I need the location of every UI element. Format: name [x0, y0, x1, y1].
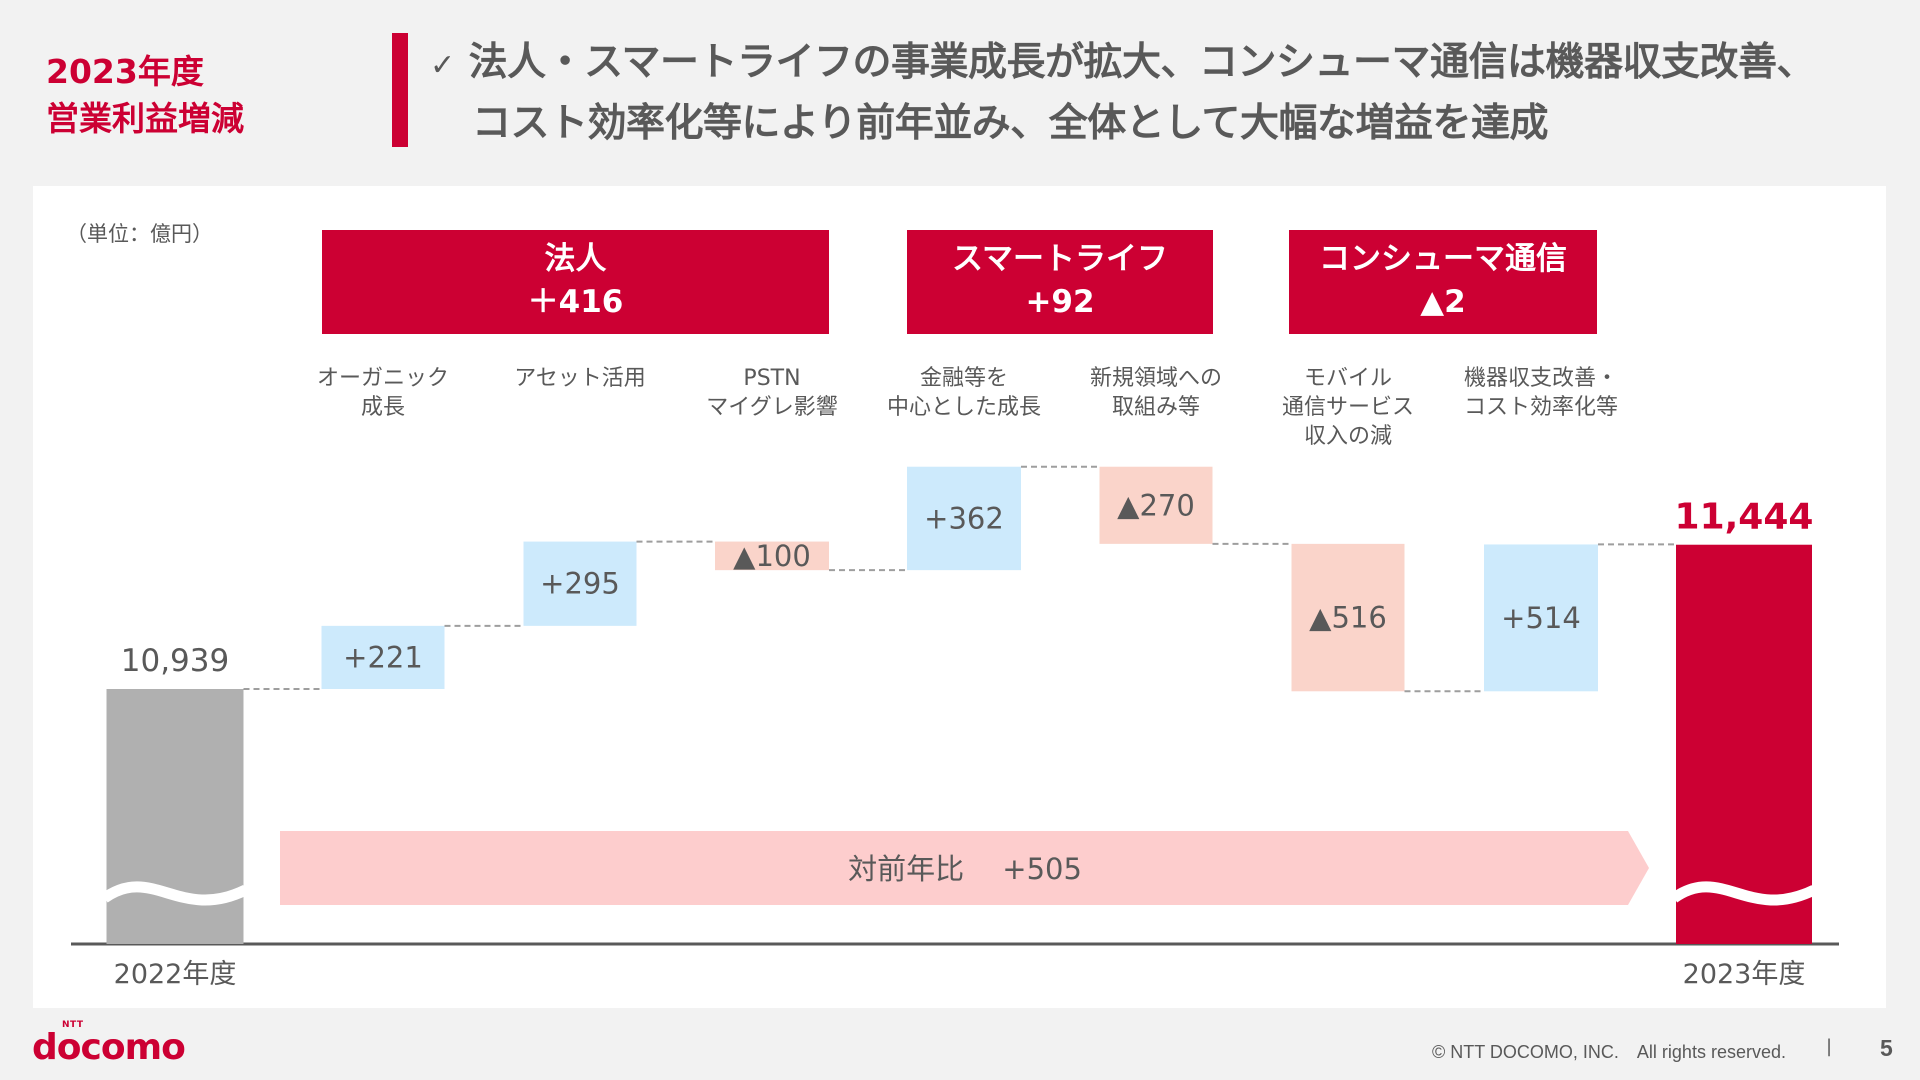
bar-step-value: +514 [1501, 601, 1581, 635]
segment-value: +92 [1025, 284, 1095, 320]
checkmark-icon: ✓ [430, 48, 455, 83]
axis-break-icon [1670, 881, 1817, 906]
bar-step [1099, 466, 1213, 544]
bar-step-value: ▲516 [1309, 601, 1387, 635]
segment-value: ＋416 [527, 284, 624, 320]
segment-name: 法人 [544, 241, 607, 277]
bar-step [1484, 544, 1598, 692]
unit-label: （単位：億円） [66, 222, 213, 246]
bar-end-value: 11,444 [1675, 497, 1814, 538]
driver-label: アセット活用 [514, 366, 646, 391]
bar-step [715, 541, 829, 571]
bar-start [106, 689, 244, 944]
slide-heading-year: 2023年度 [46, 52, 204, 91]
driver-label: 機器収支改善・ コスト効率化等 [1463, 366, 1618, 420]
footer-separator: | [1826, 1036, 1833, 1057]
driver-label: モバイル 通信サービス 収入の減 [1281, 366, 1414, 449]
x-tick-end: 2023年度 [1683, 959, 1806, 990]
segment-box-smart-life: スマートライフ +92 [907, 230, 1213, 334]
headline-line-2: コスト効率化等により前年並み、全体として大幅な増益を達成 [472, 101, 1549, 146]
bar-step-value: +295 [540, 567, 620, 601]
bar-step-value: ▲270 [1117, 488, 1195, 522]
yoy-arrow [280, 831, 1649, 905]
logo-ntt: NTT [62, 1020, 84, 1030]
slide-heading-topic: 営業利益増減 [46, 99, 244, 138]
bar-step-value: +221 [343, 640, 423, 674]
axis-break-icon [101, 881, 248, 906]
bar-step-value: ▲100 [733, 539, 811, 573]
yoy-label: 対前年比 +505 [848, 852, 1082, 886]
bar-end [1676, 544, 1812, 944]
bar-step [907, 466, 1021, 571]
segment-box-consumer-comm: コンシューマ通信 ▲2 [1289, 230, 1597, 334]
headline: ✓ 法人・スマートライフの事業成長が拡大、コンシューマ通信は機器収支改善、 コスト… [430, 34, 1900, 153]
bar-start-value: 10,939 [121, 643, 229, 679]
headline-line-1: 法人・スマートライフの事業成長が拡大、コンシューマ通信は機器収支改善、 [468, 40, 1816, 85]
x-tick-start: 2022年度 [114, 959, 237, 990]
heading-accent-bar [392, 33, 408, 147]
logo-wordmark: docomo [32, 1027, 186, 1068]
bar-step-value: +362 [924, 501, 1004, 535]
segment-box-corporate: 法人 ＋416 [322, 230, 829, 334]
segment-name: スマートライフ [951, 241, 1169, 277]
driver-label: 金融等を 中心とした成長 [886, 366, 1041, 420]
segment-value: ▲2 [1420, 284, 1466, 320]
page-number: 5 [1880, 1035, 1893, 1061]
driver-label: 新規領域への 取組み等 [1089, 366, 1222, 420]
segment-name: コンシューマ通信 [1319, 241, 1567, 277]
slide-heading: 2023年度 営業利益増減 [46, 48, 244, 142]
docomo-logo: NTT docomo [32, 1020, 186, 1068]
bar-step [321, 625, 445, 689]
bar-step [523, 541, 637, 626]
driver-label: PSTN マイグレ影響 [706, 366, 838, 420]
driver-label: オーガニック 成長 [316, 366, 449, 420]
copyright: © NTT DOCOMO, INC. All rights reserved. [1432, 1042, 1786, 1062]
bar-step [1291, 543, 1405, 692]
